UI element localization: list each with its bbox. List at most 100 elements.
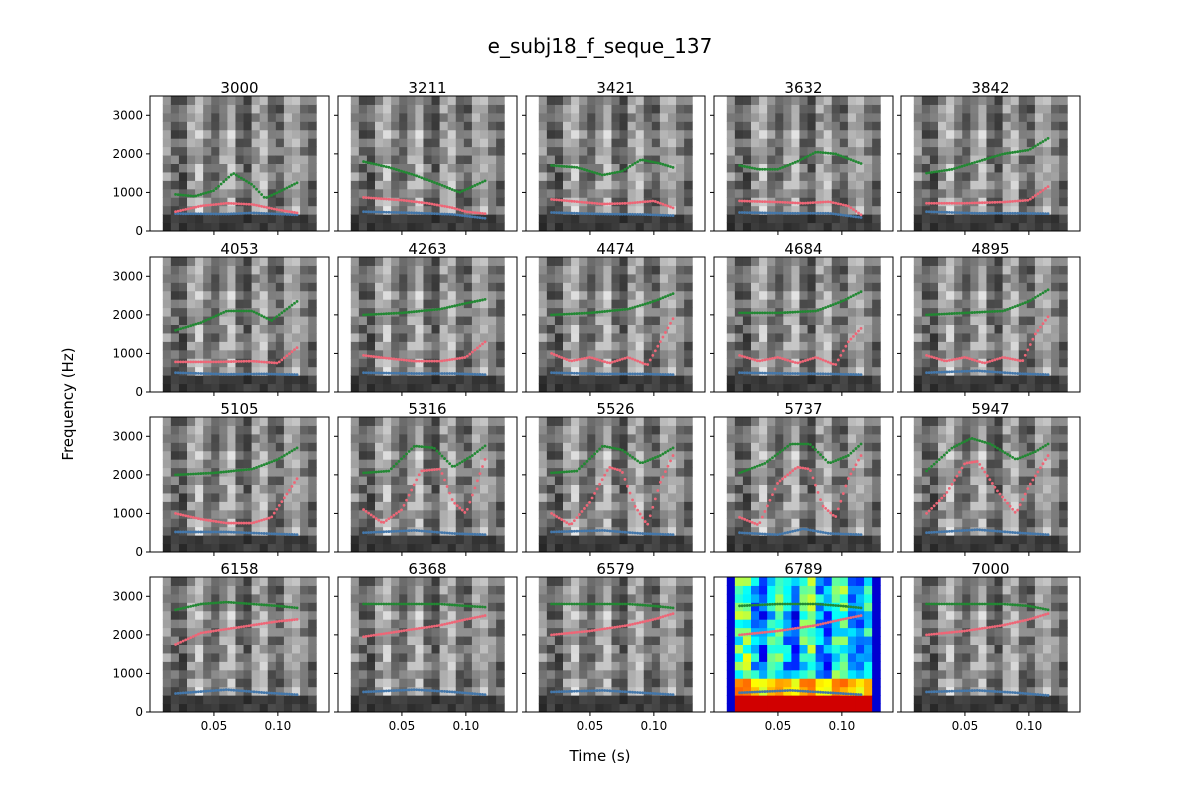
spectrogram-cell	[938, 290, 947, 300]
spectrogram-cell	[807, 180, 817, 190]
formant-point-f3	[925, 313, 928, 317]
spectrogram-cell	[872, 299, 881, 309]
spectrogram-cell	[751, 146, 760, 156]
spectrogram-cell	[619, 138, 629, 148]
spectrogram-cell	[488, 299, 497, 309]
spectrogram-cell	[195, 476, 204, 485]
spectrogram-cell	[251, 171, 261, 181]
spectrogram-cell	[823, 96, 833, 105]
spectrogram-cell	[676, 171, 685, 181]
spectrogram-cell	[839, 129, 849, 139]
formant-point-f3	[445, 306, 449, 309]
spectrogram-cell	[300, 417, 309, 426]
spectrogram-cell	[603, 104, 612, 114]
spectrogram-cell	[962, 96, 971, 105]
formant-point-f3	[605, 172, 609, 176]
spectrogram-cell	[431, 383, 441, 392]
spectrogram-cell	[162, 501, 172, 511]
formant-point-f2	[257, 360, 261, 364]
spectrogram-cell	[300, 197, 309, 207]
spectrogram-cell	[831, 214, 841, 224]
spectrogram-cell	[243, 188, 253, 198]
formant-point-f3	[204, 319, 208, 322]
spectrogram-cell	[383, 96, 392, 105]
spectrogram-cell	[839, 290, 849, 300]
spectrogram-cell	[938, 375, 947, 385]
spectrogram-cell	[734, 205, 744, 215]
formant-point-f1	[364, 371, 368, 375]
formant-point-f1	[841, 213, 845, 217]
formant-point-f3	[1041, 291, 1045, 295]
formant-point-f2	[942, 201, 946, 205]
spectrogram-cell	[872, 257, 881, 266]
formant-point-f2	[636, 359, 640, 363]
formant-point-f1	[557, 211, 561, 215]
formant-point-f1	[988, 370, 992, 374]
spectrogram-cell	[571, 349, 580, 359]
formant-point-f2	[788, 201, 792, 205]
spectrogram-cell	[162, 341, 172, 351]
spectrogram-cell	[211, 96, 220, 105]
formant-point-f2	[1039, 325, 1042, 329]
spectrogram-cell	[611, 104, 621, 114]
spectrogram-cell	[391, 205, 400, 215]
formant-point-f1	[550, 211, 553, 214]
spectrogram-cell	[162, 417, 172, 426]
spectrogram-cell	[775, 155, 784, 164]
spectrogram-cell	[235, 433, 245, 443]
spectrogram-cell	[554, 366, 564, 376]
formant-point-f3	[1041, 140, 1045, 143]
spectrogram-cell	[391, 112, 400, 122]
formant-point-f1	[277, 532, 281, 536]
spectrogram-cell	[684, 307, 693, 317]
formant-point-f3	[648, 160, 652, 163]
formant-point-f3	[745, 311, 749, 315]
spectrogram-cell	[554, 273, 564, 283]
formant-point-f2	[945, 359, 949, 363]
formant-point-f3	[189, 194, 193, 198]
spectrogram-cell	[799, 180, 809, 190]
spectrogram-cell	[946, 155, 955, 164]
spectrogram-cell	[994, 171, 1004, 181]
formant-point-f1	[960, 369, 964, 373]
formant-point-f3	[846, 157, 850, 161]
spectrogram-cell	[187, 290, 196, 300]
spectrogram-cell	[791, 163, 800, 173]
formant-point-f1	[811, 372, 815, 376]
spectrogram-cell	[300, 171, 309, 181]
formant-point-f2	[234, 360, 238, 363]
spectrogram-cell	[978, 163, 987, 173]
spectrogram-cell	[1002, 112, 1012, 122]
formant-point-f2	[980, 361, 984, 364]
spectrogram-cell	[791, 188, 800, 198]
formant-point-f1	[628, 212, 632, 216]
spectrogram-cell	[283, 96, 293, 105]
spectrogram-cell	[635, 138, 645, 148]
formant-point-f2	[651, 199, 655, 203]
formant-point-f2	[427, 359, 431, 363]
formant-point-f2	[821, 200, 825, 204]
formant-point-f2	[199, 204, 203, 208]
spectrogram-cell	[267, 324, 277, 334]
spectrogram-cell	[479, 96, 489, 105]
formant-point-f1	[776, 211, 779, 215]
spectrogram-cell	[734, 171, 744, 181]
formant-point-f1	[176, 212, 180, 216]
formant-point-f3	[430, 180, 434, 183]
spectrogram-cell	[783, 282, 792, 292]
formant-point-f1	[1046, 212, 1050, 216]
spectrogram-cell	[726, 138, 736, 148]
formant-point-f1	[935, 210, 939, 214]
spectrogram-cell	[178, 265, 188, 275]
spectrogram-cell	[383, 349, 392, 359]
panel-title: 4474	[596, 240, 634, 258]
spectrogram-cell	[251, 332, 261, 342]
formant-point-f1	[384, 371, 388, 375]
spectrogram-cell	[619, 375, 629, 385]
spectrogram-cell	[970, 205, 979, 215]
spectrogram-cell	[203, 104, 212, 114]
formant-point-f1	[425, 211, 429, 215]
spectrogram-cell	[847, 349, 857, 359]
spectrogram-cell	[187, 324, 196, 334]
formant-point-f3	[1001, 309, 1004, 313]
